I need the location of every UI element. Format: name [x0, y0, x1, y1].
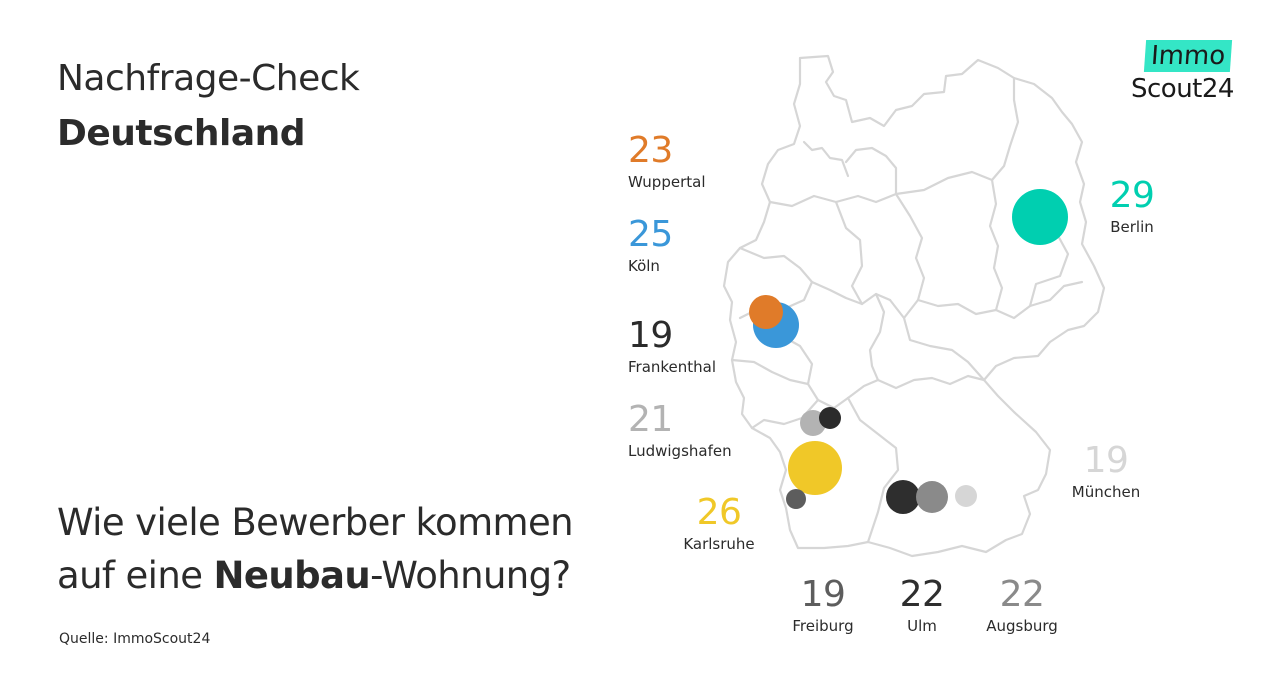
- bubble-berlin: [1012, 189, 1068, 245]
- state-border: [988, 178, 1004, 312]
- city-berlin: Berlin: [1110, 218, 1154, 236]
- question-part-post: -Wohnung?: [370, 554, 571, 597]
- bubble-frankenthal: [819, 407, 841, 429]
- title-line-1: Nachfrage-Check: [57, 58, 360, 99]
- state-border: [916, 280, 1084, 320]
- source-note: Quelle: ImmoScout24: [59, 631, 211, 647]
- bubble-freiburg: [786, 489, 806, 509]
- state-border: [810, 280, 892, 306]
- label-ludwigshafen: 21 Ludwigshafen: [628, 399, 732, 461]
- value-ulm: 22: [899, 574, 945, 615]
- value-frankenthal: 19: [628, 315, 673, 356]
- title-line-2: Deutschland: [57, 113, 306, 154]
- question-part-bold: Neubau: [213, 554, 371, 597]
- city-muenchen: München: [1071, 483, 1141, 501]
- state-border: [888, 192, 926, 320]
- label-koeln: 25 Köln: [628, 214, 673, 276]
- label-frankenthal: 19 Frankenthal: [628, 315, 717, 377]
- label-karlsruhe: 26 Karlsruhe: [683, 492, 755, 554]
- city-frankenthal: Frankenthal: [628, 358, 717, 376]
- state-border: [868, 292, 886, 382]
- bubble-karlsruhe: [788, 441, 842, 495]
- question-part-pre: auf eine: [57, 554, 214, 597]
- value-wuppertal: 23: [628, 130, 673, 171]
- logo-immo: Immo: [1143, 40, 1233, 72]
- question-line-2: auf eine Neubau-Wohnung?: [57, 549, 573, 602]
- germany-outline: [722, 54, 1106, 558]
- value-freiburg: 19: [800, 574, 846, 615]
- bubble-augsburg: [916, 481, 948, 513]
- city-ludwigshafen: Ludwigshafen: [628, 442, 732, 460]
- label-berlin: 29 Berlin: [1104, 175, 1160, 237]
- city-wuppertal: Wuppertal: [628, 173, 706, 191]
- label-muenchen: 19 München: [1068, 440, 1144, 502]
- state-border: [834, 200, 864, 306]
- value-berlin: 29: [1109, 175, 1155, 216]
- label-ulm: 22 Ulm: [892, 574, 952, 636]
- question-line-1: Wie viele Bewerber kommen: [57, 501, 574, 544]
- value-koeln: 25: [628, 214, 673, 255]
- state-border: [846, 374, 986, 400]
- city-augsburg: Augsburg: [986, 617, 1058, 635]
- label-augsburg: 22 Augsburg: [980, 574, 1064, 636]
- state-border: [894, 76, 1020, 196]
- bubble-muenchen: [955, 485, 977, 507]
- state-border: [902, 316, 986, 382]
- bubble-wuppertal: [749, 295, 783, 329]
- label-wuppertal: 23 Wuppertal: [628, 130, 706, 192]
- city-ulm: Ulm: [907, 617, 937, 635]
- state-border: [844, 146, 898, 196]
- city-koeln: Köln: [628, 257, 660, 275]
- city-freiburg: Freiburg: [792, 617, 854, 635]
- question-text: Wie viele Bewerber kommen auf eine Neuba…: [57, 496, 574, 602]
- label-freiburg: 19 Freiburg: [785, 574, 861, 636]
- immoscout24-logo: Immo Scout24: [1131, 38, 1246, 108]
- state-border: [730, 358, 810, 386]
- state-border: [846, 396, 900, 544]
- germany-map: [722, 54, 1106, 558]
- value-augsburg: 22: [999, 574, 1045, 615]
- coast-detail: [802, 140, 850, 178]
- city-karlsruhe: Karlsruhe: [683, 535, 755, 553]
- value-ludwigshafen: 21: [628, 399, 673, 440]
- value-muenchen: 19: [1083, 440, 1129, 481]
- logo-scout: Scout24: [1131, 74, 1234, 104]
- value-karlsruhe: 26: [696, 492, 742, 533]
- bubble-ulm: [886, 480, 920, 514]
